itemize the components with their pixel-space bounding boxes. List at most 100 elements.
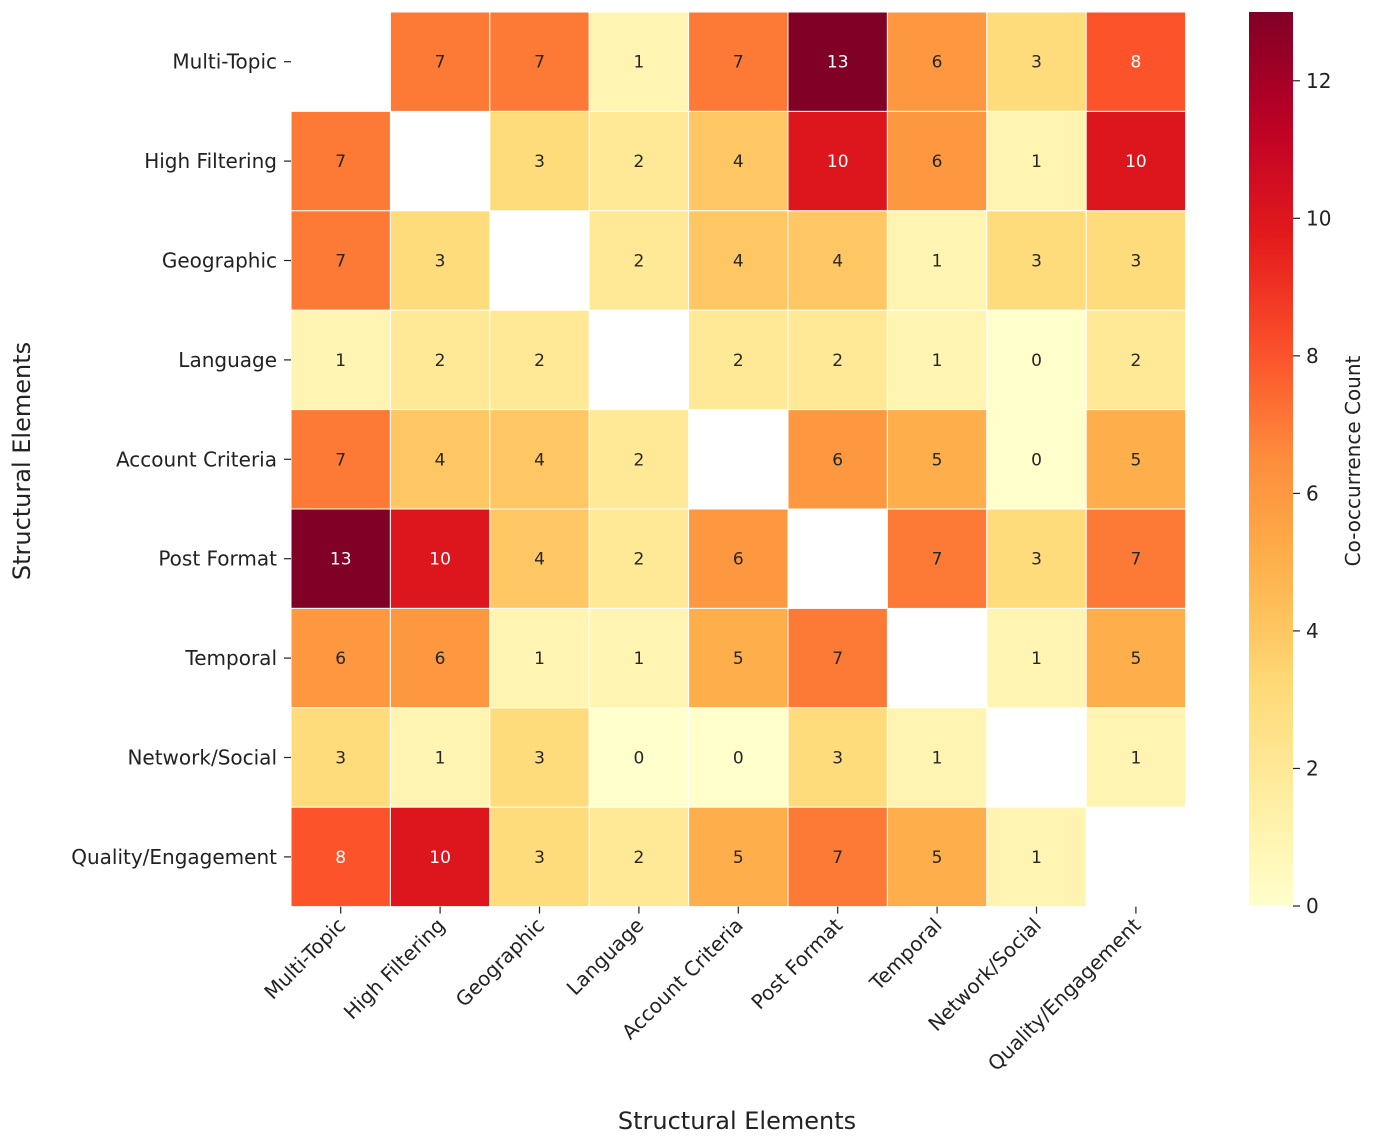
heatmap-cell (1085, 110, 1187, 212)
cell-value-label: 10 (1125, 152, 1147, 172)
heatmap-cell (489, 409, 590, 510)
cell-value-label: 2 (633, 152, 644, 172)
y-tick-label: Temporal (184, 646, 277, 670)
heatmap-cell (389, 210, 491, 311)
colorbar-tick-label: 6 (1306, 481, 1319, 505)
cell-value-label: 4 (534, 450, 545, 470)
cell-value-label: 3 (534, 848, 545, 868)
heatmap-cell (787, 11, 888, 112)
colorbar: 0 2 4 6 8 10 12 Co-occurrence Count (1249, 12, 1365, 918)
cell-value-label: 0 (633, 749, 644, 769)
y-tick-label: Language (178, 348, 277, 372)
heatmap-cell (688, 707, 789, 808)
cell-value-label: 5 (932, 450, 943, 470)
heatmap-cell (489, 309, 590, 411)
heatmap-cell (1085, 707, 1187, 808)
cell-value-label: 7 (335, 450, 346, 470)
heatmap-cell (688, 508, 789, 609)
cell-value-label: 6 (435, 649, 446, 669)
heatmap-cell (290, 210, 391, 311)
y-tick-label: Multi-Topic (172, 50, 277, 74)
colorbar-tick-label: 0 (1306, 894, 1319, 918)
heatmap-cell (886, 110, 988, 212)
cell-value-label: 6 (932, 152, 943, 172)
heatmap-cell (588, 11, 690, 112)
heatmap-cell (489, 508, 590, 609)
cell-value-label: 1 (534, 649, 545, 669)
y-tick-label: Account Criteria (116, 447, 277, 471)
heatmap-cell (1085, 607, 1187, 709)
cell-value-label: 2 (534, 351, 545, 371)
cell-value-label: 7 (832, 848, 843, 868)
cell-value-label: 13 (330, 550, 352, 570)
cell-value-label: 4 (435, 450, 446, 470)
heatmap-cell (688, 309, 789, 411)
y-tick-label: Post Format (158, 547, 277, 571)
cell-value-label: 2 (633, 550, 644, 570)
cell-value-label: 1 (633, 53, 644, 73)
cell-value-label: 2 (733, 351, 744, 371)
cell-value-label: 4 (832, 252, 843, 272)
cell-value-label: 7 (1130, 550, 1141, 570)
heatmap-cells: 7 7 1 7 13 6 3 87 3 2 4 10 6 1 107 3 2 4 4 1 3 31 2 2 2 2 1 0 27 4 4 2 6… (290, 11, 1187, 908)
colorbar-ticks: 0 2 4 6 8 10 12 (1293, 69, 1331, 918)
cell-value-label: 5 (733, 848, 744, 868)
x-axis-title: Structural Elements (618, 1107, 856, 1135)
cell-value-label: 6 (335, 649, 346, 669)
x-tick-label: Multi-Topic (259, 913, 350, 1004)
heatmap-cell (986, 409, 1087, 510)
heatmap-cell (787, 110, 888, 212)
cell-value-label: 4 (534, 550, 545, 570)
cell-value-label: 0 (1031, 351, 1042, 371)
heatmap-cell (787, 607, 888, 709)
colorbar-tick-label: 8 (1306, 344, 1319, 368)
cell-value-label: 3 (1031, 53, 1042, 73)
heatmap-cell (886, 210, 988, 311)
cell-value-label: 1 (932, 351, 943, 371)
cell-value-label: 3 (1130, 252, 1141, 272)
x-tick-label: Geographic (451, 913, 549, 1011)
heatmap-cell (986, 110, 1087, 212)
heatmap-cell (588, 210, 690, 311)
heatmap-cell (290, 607, 391, 709)
cell-value-label: 1 (1031, 152, 1042, 172)
heatmap-cell (787, 409, 888, 510)
cell-value-label: 7 (435, 53, 446, 73)
cell-value-label: 1 (435, 749, 446, 769)
cell-value-label: 2 (633, 252, 644, 272)
heatmap-cell (688, 806, 789, 908)
cell-value-label: 6 (832, 450, 843, 470)
heatmap-cell (1085, 508, 1187, 609)
cell-value-label: 1 (335, 351, 346, 371)
colorbar-gradient (1249, 12, 1293, 906)
cell-value-label: 0 (1031, 450, 1042, 470)
cell-value-label: 8 (1130, 53, 1141, 73)
heatmap-cell (290, 309, 391, 411)
cell-value-label: 2 (832, 351, 843, 371)
heatmap-cell (389, 607, 491, 709)
cell-value-label: 1 (1130, 749, 1141, 769)
heatmap-cell (389, 11, 491, 112)
heatmap-cell (1085, 210, 1187, 311)
heatmap-cell (1085, 409, 1187, 510)
cell-value-label: 4 (733, 152, 744, 172)
cell-value-label: 10 (429, 848, 451, 868)
heatmap-cell (588, 409, 690, 510)
cell-value-label: 5 (932, 848, 943, 868)
cell-value-label: 3 (335, 749, 346, 769)
cell-value-label: 1 (1031, 649, 1042, 669)
y-tick-label: High Filtering (144, 149, 277, 173)
cell-value-label: 8 (335, 848, 346, 868)
x-tick-label: Temporal (864, 913, 946, 995)
heatmap-cell (886, 409, 988, 510)
cell-value-label: 10 (429, 550, 451, 570)
cell-value-label: 6 (733, 550, 744, 570)
cell-value-label: 3 (832, 749, 843, 769)
heatmap-cell (787, 210, 888, 311)
cell-value-label: 1 (932, 749, 943, 769)
heatmap-cell (489, 110, 590, 212)
heatmap-cell (688, 110, 789, 212)
heatmap-cell (688, 210, 789, 311)
